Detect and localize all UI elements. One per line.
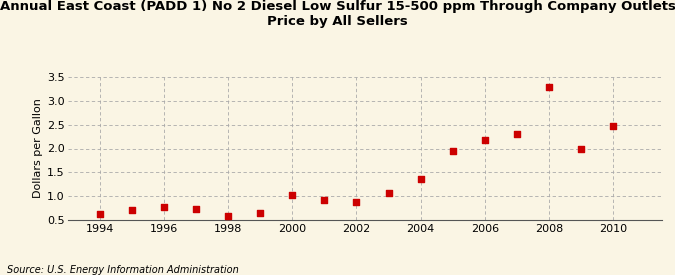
Point — [608, 124, 619, 128]
Point — [95, 211, 105, 216]
Point — [190, 207, 201, 211]
Point — [126, 208, 137, 213]
Point — [287, 192, 298, 197]
Point — [319, 197, 330, 202]
Point — [512, 132, 522, 136]
Text: Source: U.S. Energy Information Administration: Source: U.S. Energy Information Administ… — [7, 265, 238, 275]
Point — [479, 138, 490, 143]
Point — [254, 211, 265, 215]
Point — [223, 214, 234, 218]
Point — [448, 149, 458, 153]
Point — [544, 85, 555, 89]
Point — [576, 147, 587, 151]
Text: Annual East Coast (PADD 1) No 2 Diesel Low Sulfur 15-500 ppm Through Company Out: Annual East Coast (PADD 1) No 2 Diesel L… — [0, 0, 675, 28]
Point — [383, 191, 394, 195]
Point — [415, 177, 426, 182]
Point — [351, 200, 362, 204]
Point — [159, 204, 169, 209]
Y-axis label: Dollars per Gallon: Dollars per Gallon — [33, 98, 43, 199]
